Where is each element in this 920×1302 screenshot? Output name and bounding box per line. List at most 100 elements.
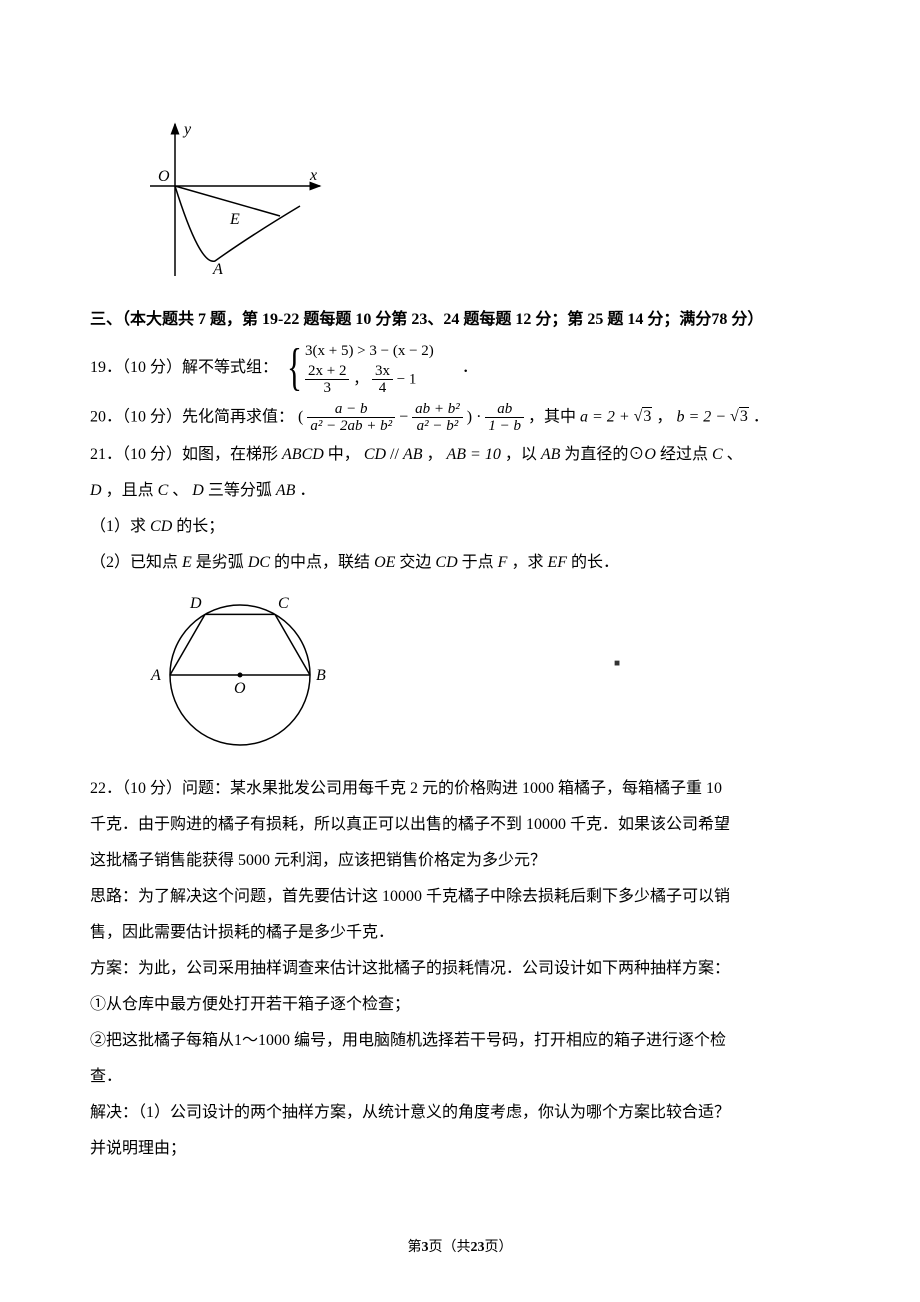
q21-D: D <box>90 482 102 499</box>
q21-l2d: ． <box>299 482 315 499</box>
q22-l6: 方案：为此，公司采用抽样调查来估计这批橘子的损耗情况．公司设计如下两种抽样方案： <box>90 953 830 985</box>
q21-line1: 21．（10 分）如图，在梯形 ABCD 中， CD // AB ， AB = … <box>90 439 830 471</box>
q22-l11: 并说明理由； <box>90 1133 830 1165</box>
q21-p1: （1）求 CD 的长； <box>90 511 830 543</box>
q21-l2b: ，且点 <box>106 482 154 499</box>
q20-open: ( <box>298 408 303 425</box>
q21-O: O <box>644 446 656 463</box>
q21-dot2: 、 <box>172 482 188 499</box>
q21-dot1: 、 <box>727 446 743 463</box>
footer-b: 页（共 <box>429 1240 471 1255</box>
q19-row1: 3(x + 5) > 3 − (x − 2) <box>305 340 434 363</box>
q21-abeq: AB = 10 <box>447 446 501 463</box>
q21-cd3: CD <box>435 554 457 571</box>
q21-p2: （2）已知点 E 是劣弧 DC 的中点，联结 OE 交边 CD 于点 F ，求 … <box>90 547 830 579</box>
q20-close: ) · <box>467 408 486 425</box>
q21-l2c: 三等分弧 <box>208 482 272 499</box>
circle-svg: A B D C O <box>140 585 340 755</box>
fig2-C: C <box>278 595 289 612</box>
q21-C: C <box>712 446 723 463</box>
q21-ab2: AB <box>541 446 561 463</box>
q20-a-eq: a = 2 + <box>580 408 634 425</box>
q21-C2: C <box>158 482 169 499</box>
watermark-dot: ■ <box>614 654 620 674</box>
q21-p2a: （2）已知点 <box>90 554 178 571</box>
q19-tail: − 1 <box>397 371 417 387</box>
q21-D2: D <box>192 482 204 499</box>
q21-l1c: ， <box>426 446 442 463</box>
section-header: 三、（本大题共 7 题，第 19-22 题每题 10 分第 23、24 题每题 … <box>90 304 830 336</box>
q19-frac-l: 2x + 2 3 <box>305 363 349 397</box>
q21-p2c: 的中点，联结 <box>274 554 370 571</box>
q21-ab1: AB <box>403 446 423 463</box>
axes-svg: y x O E A <box>140 116 330 286</box>
q20-t1-num: a − b <box>307 401 395 419</box>
q21-p1b: 的长； <box>176 518 224 535</box>
q21-p2f: ，求 <box>511 554 543 571</box>
q21-l1b: 中， <box>328 446 360 463</box>
q19-period: ． <box>462 359 478 376</box>
q22-l9: 查． <box>90 1061 830 1093</box>
label-O: O <box>158 168 170 185</box>
q20: 20．（10 分）先化简再求值： ( a − b a² − 2ab + b² −… <box>90 401 830 435</box>
q19-frac-r-num: 3x <box>372 363 393 381</box>
q21-OE: OE <box>374 554 395 571</box>
q21-DC: DC <box>248 554 270 571</box>
q21-abcd: ABCD <box>282 446 324 463</box>
footer-c: 页） <box>485 1240 513 1255</box>
q22-l3: 这批橘子销售能获得 5000 元利润，应该把销售价格定为多少元？ <box>90 845 830 877</box>
fig2-B: B <box>316 667 326 684</box>
q21-l1e: 为直径的⊙ <box>564 446 644 463</box>
q21-EF: EF <box>547 554 567 571</box>
q22-l2: 千克．由于购进的橘子有损耗，所以真正可以出售的橘子不到 10000 千克．如果该… <box>90 809 830 841</box>
q21-p2e: 于点 <box>462 554 494 571</box>
q22-l1: 22．（10 分）问题：某水果批发公司用每千克 2 元的价格购进 1000 箱橘… <box>90 773 830 805</box>
fig2-D: D <box>189 595 202 612</box>
q22-l5: 售，因此需要估计损耗的橘子是多少千克． <box>90 917 830 949</box>
q21-l1d: ，以 <box>505 446 537 463</box>
label-x: x <box>309 167 317 184</box>
q20-period: ． <box>753 408 769 425</box>
fig2-O: O <box>234 680 246 697</box>
q20-t1-den: a² − 2ab + b² <box>307 418 395 435</box>
q22-l10: 解决：（1）公司设计的两个抽样方案，从统计意义的角度考虑，你认为哪个方案比较合适… <box>90 1097 830 1129</box>
q19-system: 3(x + 5) > 3 − (x − 2) 2x + 2 3 ， 3x 4 −… <box>305 340 434 397</box>
brace-icon: { <box>287 342 302 394</box>
q22-l8: ②把这批橘子每箱从1～1000 编号，用电脑随机选择若干号码，打开相应的箱子进行… <box>90 1025 830 1057</box>
q20-sqrt-b: 3 <box>739 407 749 425</box>
q21-cd1: CD <box>364 446 386 463</box>
q20-sqrt-a: 3 <box>642 407 652 425</box>
q19-frac-r-den: 4 <box>372 380 393 397</box>
footer-page: 3 <box>422 1240 429 1255</box>
q20-t3: ab 1 − b <box>485 401 524 435</box>
q20-where: ，其中 <box>528 408 580 425</box>
q19-frac-l-num: 2x + 2 <box>305 363 349 381</box>
q20-t1: a − b a² − 2ab + b² <box>307 401 395 435</box>
label-A: A <box>212 261 223 278</box>
q20-t2: ab + b² a² − b² <box>412 401 463 435</box>
q21-line2: D ，且点 C 、 D 三等分弧 AB ． <box>90 475 830 507</box>
figure-circle: A B D C O <box>140 585 830 767</box>
q21-p2g: 的长． <box>571 554 619 571</box>
fig2-A: A <box>150 667 161 684</box>
q19-frac-r: 3x 4 <box>372 363 393 397</box>
q21-p2d: 交边 <box>399 554 431 571</box>
q20-minus: − <box>399 408 412 425</box>
q19-comma: ， <box>353 371 368 387</box>
q19-row2: 2x + 2 3 ， 3x 4 − 1 <box>305 363 434 397</box>
q21-par: // <box>390 446 403 463</box>
q21-l1f: 经过点 <box>660 446 708 463</box>
q19-frac-l-den: 3 <box>305 380 349 397</box>
q21-p2b: 是劣弧 <box>196 554 244 571</box>
figure-axes: y x O E A <box>140 116 830 298</box>
q21-cd2: CD <box>150 518 172 535</box>
q19-prefix: 19．（10 分）解不等式组： <box>90 359 278 376</box>
q20-prefix: 20．（10 分）先化简再求值： <box>90 408 294 425</box>
q20-t3-num: ab <box>485 401 524 419</box>
label-E: E <box>229 211 240 228</box>
q20-comma: ， <box>656 408 672 425</box>
q21-E: E <box>182 554 192 571</box>
q21-l1a: 21．（10 分）如图，在梯形 <box>90 446 278 463</box>
q20-t2-den: a² − b² <box>412 418 463 435</box>
q22-l4: 思路：为了解决这个问题，首先要估计这 10000 千克橘子中除去损耗后剩下多少橘… <box>90 881 830 913</box>
